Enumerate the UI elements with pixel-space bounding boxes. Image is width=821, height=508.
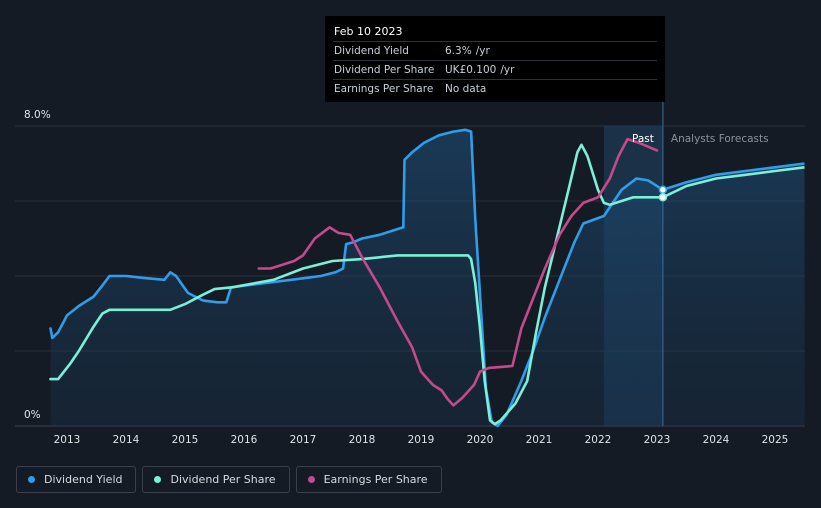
- x-tick-label: 2020: [467, 434, 494, 446]
- series-line-dps: [49, 143, 665, 426]
- dps-marker: [658, 193, 668, 202]
- legend-dot-icon: [307, 476, 315, 483]
- x-tick-label: 2017: [290, 434, 317, 446]
- legend-item-dividend-yield[interactable]: Dividend Yield: [16, 466, 137, 493]
- yield-marker: [658, 185, 668, 194]
- forecast-line-yield: [662, 162, 805, 192]
- legend-label: Earnings Per Share: [323, 473, 428, 486]
- legend-item-dividend-per-share[interactable]: Dividend Per Share: [142, 466, 290, 493]
- tooltip-row-dps: Dividend Per Share UK£0.100 /yr: [333, 60, 657, 79]
- x-tick-label: 2023: [644, 434, 671, 446]
- tooltip-label: Dividend Yield: [334, 45, 409, 57]
- tooltip-label: Earnings Per Share: [334, 83, 434, 95]
- tooltip-value: 6.3%: [445, 45, 472, 57]
- x-tick-label: 2018: [349, 434, 376, 446]
- tooltip-unit: /yr: [475, 45, 490, 57]
- forecast-label: Analysts Forecasts: [671, 133, 769, 145]
- legend-item-earnings-per-share[interactable]: Earnings Per Share: [295, 466, 442, 493]
- legend-label: Dividend Per Share: [170, 473, 276, 486]
- past-label: Past: [632, 133, 654, 145]
- tooltip-label: Dividend Per Share: [334, 64, 435, 76]
- legend-label: Dividend Yield: [44, 473, 123, 486]
- tooltip-value: UK£0.100: [445, 64, 497, 76]
- tooltip: Feb 10 2023 Dividend Yield 6.3% /yr Divi…: [325, 16, 665, 102]
- tooltip-unit: /yr: [500, 64, 515, 76]
- legend: Dividend Yield Dividend Per Share Earnin…: [16, 466, 442, 493]
- x-tick-label: 2021: [526, 434, 553, 446]
- tooltip-row-eps: Earnings Per Share No data: [333, 79, 657, 98]
- legend-dot-icon: [28, 476, 35, 483]
- tooltip-date: Feb 10 2023: [334, 25, 403, 38]
- series-line-yield: [49, 128, 665, 428]
- x-tick-label: 2014: [113, 434, 140, 446]
- tooltip-row-yield: Dividend Yield 6.3% /yr: [333, 41, 657, 60]
- y-tick-label: 8.0%: [24, 109, 51, 121]
- x-tick-label: 2019: [408, 434, 435, 446]
- legend-dot-icon: [154, 476, 162, 483]
- dividend-yield-area: [50, 129, 805, 427]
- x-tick-label: 2016: [231, 434, 258, 446]
- y-tick-label: 0%: [24, 409, 41, 421]
- x-tick-label: 2015: [172, 434, 199, 446]
- x-tick-label: 2025: [762, 434, 789, 446]
- tooltip-value: No data: [445, 83, 487, 95]
- x-tick-label: 2024: [703, 434, 730, 446]
- x-tick-label: 2013: [54, 434, 81, 446]
- forecast-line-dps: [662, 166, 805, 199]
- series-line-eps: [257, 137, 659, 407]
- x-tick-label: 2022: [585, 434, 612, 446]
